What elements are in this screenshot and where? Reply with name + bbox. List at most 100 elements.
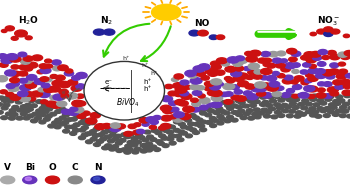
Circle shape — [336, 74, 347, 79]
Circle shape — [315, 115, 322, 118]
Circle shape — [261, 108, 268, 112]
Circle shape — [36, 109, 43, 113]
Circle shape — [348, 99, 350, 103]
Circle shape — [197, 86, 204, 90]
Circle shape — [341, 79, 350, 85]
Circle shape — [227, 107, 234, 110]
Circle shape — [52, 121, 59, 125]
Circle shape — [183, 106, 194, 112]
Circle shape — [156, 140, 163, 143]
Circle shape — [31, 91, 42, 97]
Circle shape — [234, 66, 244, 71]
Circle shape — [55, 118, 62, 122]
Circle shape — [254, 82, 266, 88]
Circle shape — [243, 112, 250, 116]
Circle shape — [115, 134, 122, 138]
Circle shape — [175, 99, 185, 105]
Circle shape — [39, 106, 46, 110]
Circle shape — [317, 88, 325, 92]
Circle shape — [216, 107, 223, 111]
Circle shape — [36, 100, 43, 104]
Circle shape — [39, 64, 48, 69]
Circle shape — [344, 50, 350, 56]
Circle shape — [260, 95, 267, 99]
Circle shape — [18, 71, 28, 76]
Circle shape — [52, 80, 63, 86]
Circle shape — [112, 145, 119, 149]
Circle shape — [105, 135, 112, 139]
Circle shape — [343, 84, 350, 89]
Circle shape — [317, 107, 324, 110]
Text: h⁺: h⁺ — [141, 63, 148, 68]
Circle shape — [19, 65, 28, 70]
Circle shape — [301, 55, 309, 60]
Circle shape — [133, 130, 141, 135]
Circle shape — [165, 84, 173, 89]
Circle shape — [193, 116, 200, 120]
Circle shape — [298, 102, 304, 106]
Circle shape — [21, 59, 30, 64]
Circle shape — [328, 110, 335, 114]
Circle shape — [272, 58, 282, 63]
Text: O: O — [49, 163, 56, 172]
Circle shape — [180, 113, 191, 120]
Circle shape — [12, 82, 19, 86]
Circle shape — [65, 69, 73, 73]
Circle shape — [85, 140, 92, 144]
Circle shape — [342, 109, 349, 113]
Circle shape — [323, 94, 332, 98]
Circle shape — [32, 55, 43, 61]
Circle shape — [339, 69, 348, 74]
Circle shape — [254, 115, 261, 119]
Circle shape — [65, 125, 72, 129]
Circle shape — [210, 61, 220, 66]
Circle shape — [152, 129, 159, 132]
Circle shape — [190, 84, 199, 90]
Circle shape — [316, 73, 326, 78]
Circle shape — [290, 80, 298, 84]
Circle shape — [72, 128, 79, 132]
Circle shape — [301, 106, 308, 110]
Circle shape — [147, 135, 154, 139]
Circle shape — [23, 78, 32, 84]
Circle shape — [310, 98, 317, 101]
Circle shape — [104, 29, 115, 35]
Circle shape — [277, 74, 285, 78]
Circle shape — [268, 107, 275, 111]
Circle shape — [236, 99, 243, 103]
Circle shape — [159, 127, 166, 131]
Circle shape — [6, 84, 15, 88]
Circle shape — [46, 176, 60, 184]
Circle shape — [269, 81, 280, 87]
Circle shape — [68, 80, 78, 85]
Circle shape — [150, 145, 157, 149]
Circle shape — [330, 91, 339, 96]
Circle shape — [247, 94, 258, 100]
Circle shape — [331, 29, 340, 34]
Circle shape — [226, 115, 233, 119]
Circle shape — [48, 124, 55, 128]
Circle shape — [322, 70, 334, 76]
Circle shape — [124, 135, 131, 139]
Circle shape — [98, 133, 105, 137]
Text: H$_2$O: H$_2$O — [18, 15, 39, 27]
Circle shape — [329, 69, 340, 74]
Text: N: N — [94, 163, 102, 172]
Text: BiVO$_4$: BiVO$_4$ — [117, 97, 140, 109]
Circle shape — [254, 70, 262, 74]
Circle shape — [131, 137, 138, 140]
Circle shape — [190, 78, 202, 84]
Circle shape — [209, 35, 218, 40]
Circle shape — [97, 139, 104, 143]
Circle shape — [174, 74, 183, 79]
Circle shape — [324, 107, 331, 110]
Circle shape — [201, 76, 209, 80]
Circle shape — [18, 52, 27, 57]
Circle shape — [3, 103, 10, 107]
Circle shape — [274, 111, 281, 114]
Circle shape — [168, 125, 175, 129]
Circle shape — [8, 116, 15, 120]
Circle shape — [210, 124, 217, 128]
Circle shape — [322, 55, 330, 60]
Circle shape — [46, 64, 52, 68]
